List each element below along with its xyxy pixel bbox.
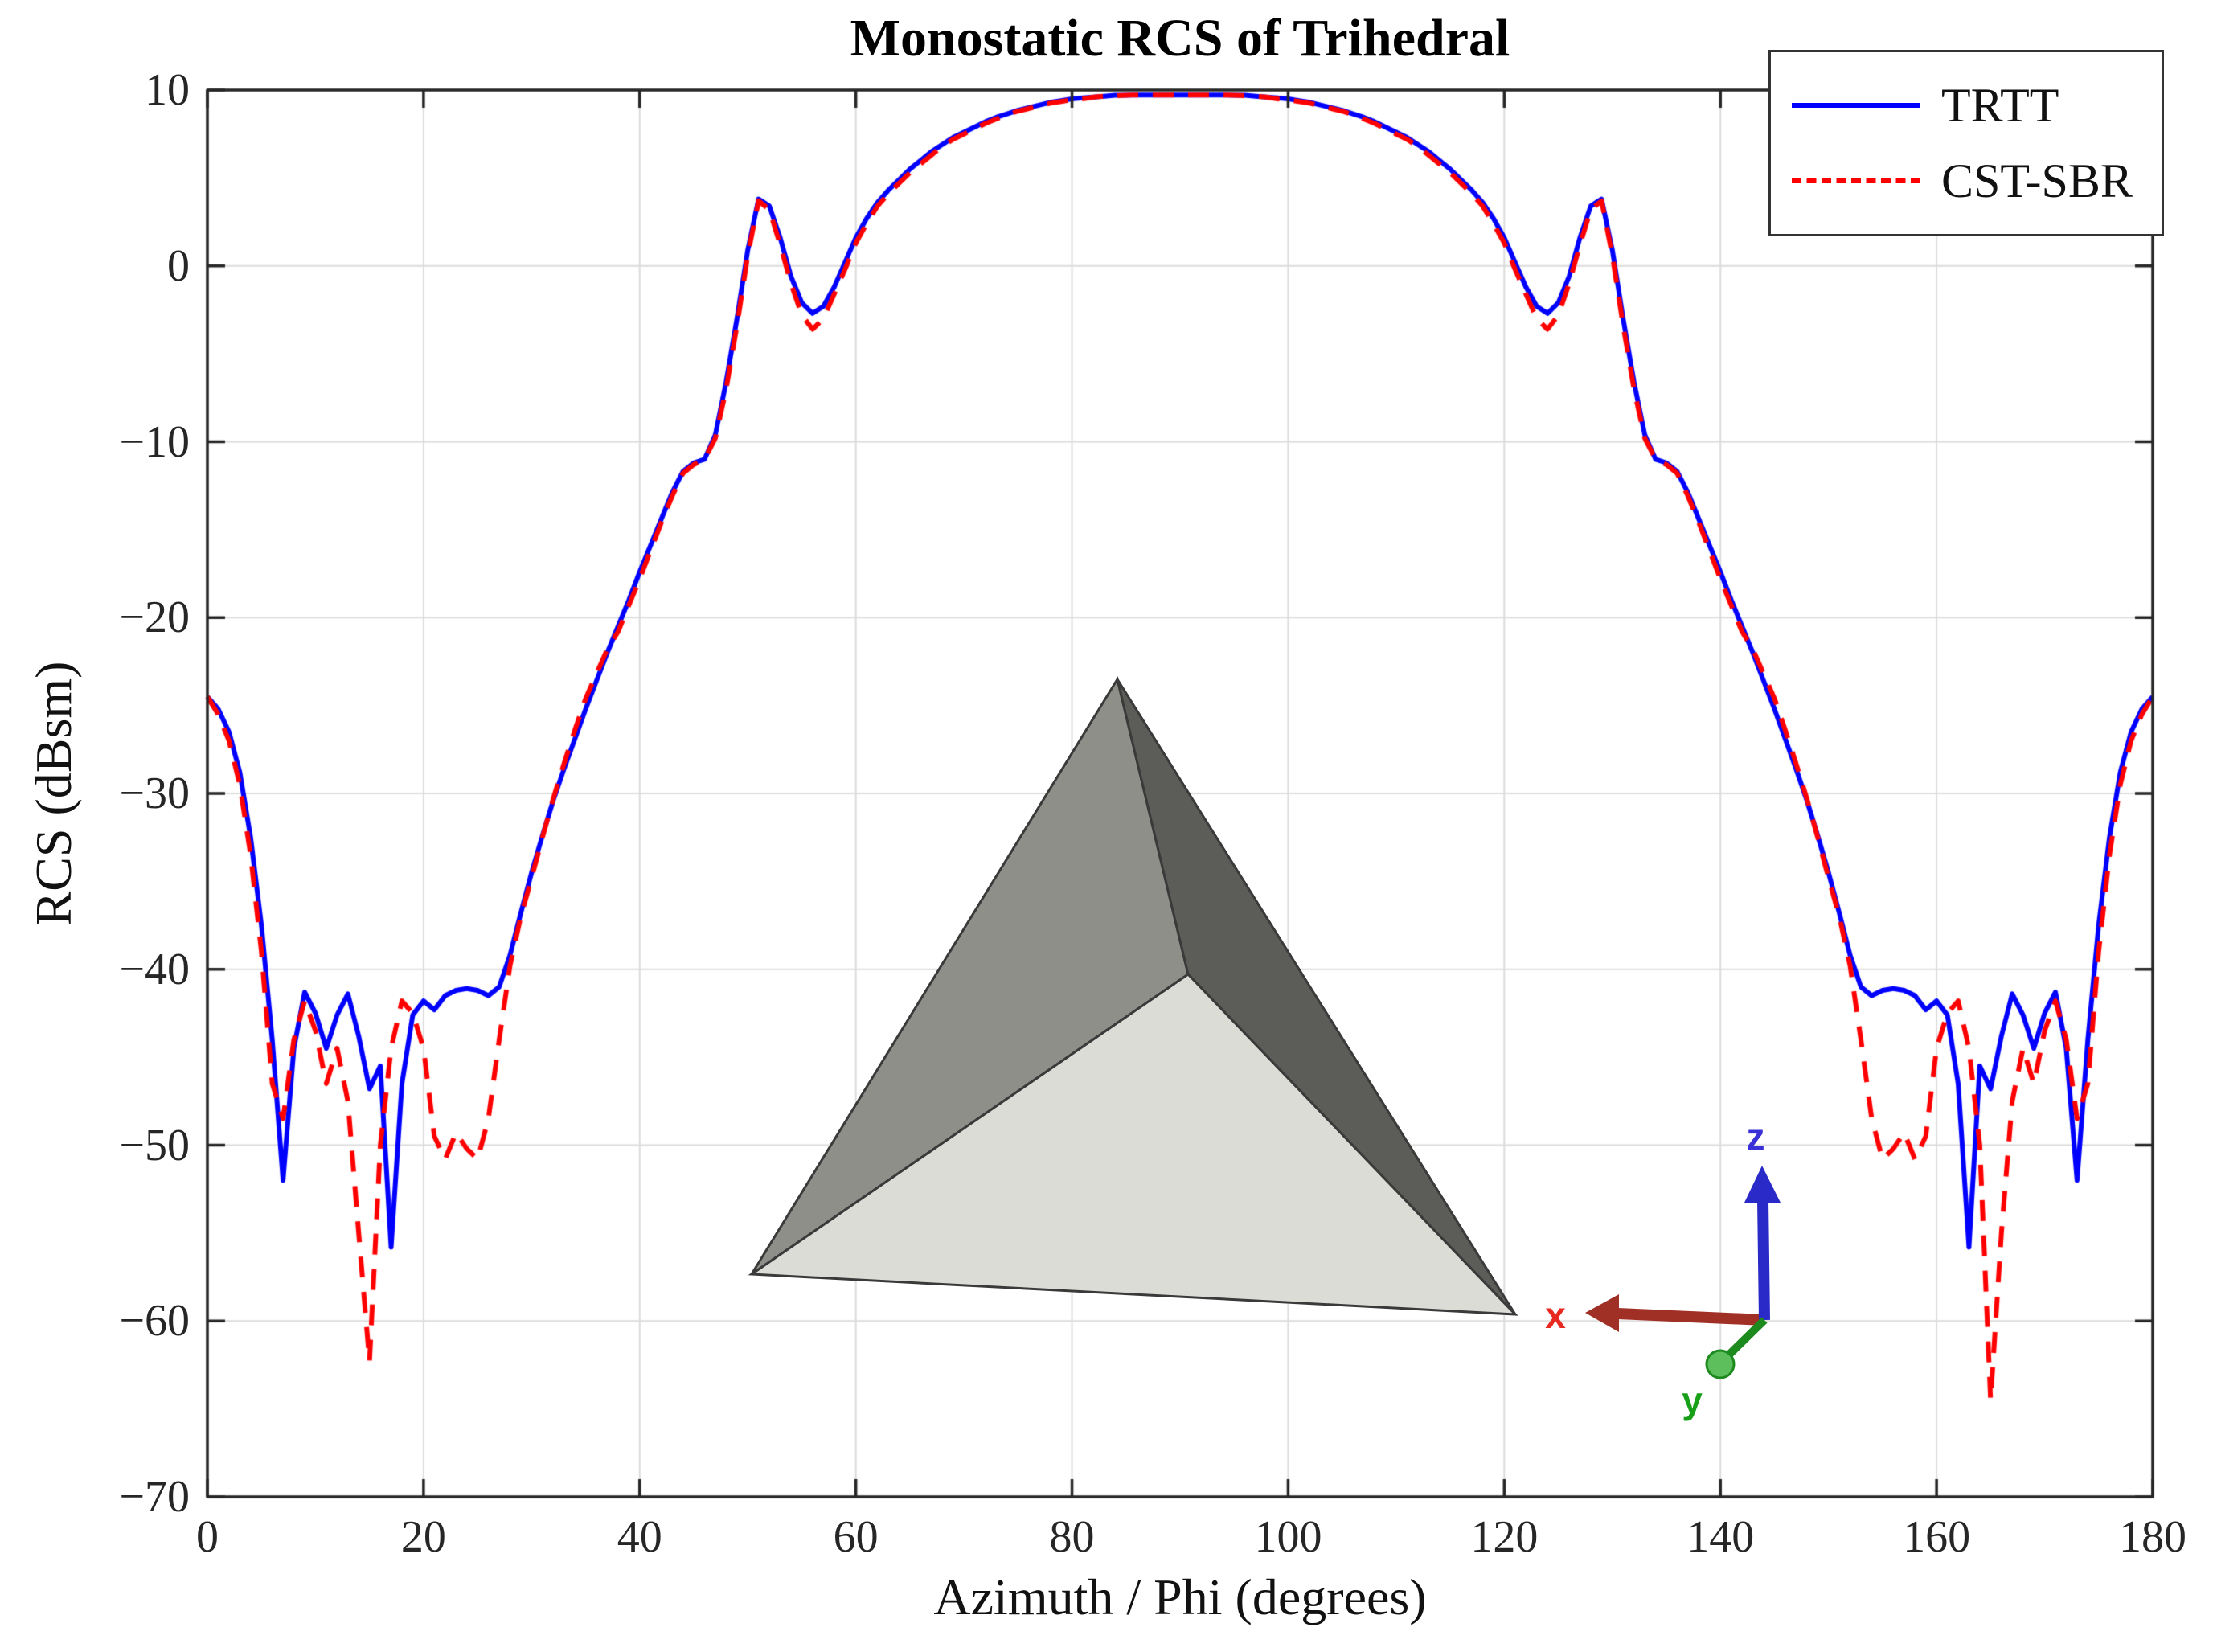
coordinate-triad: x z y [1545,1116,1781,1421]
legend-label-cst-sbr: CST-SBR [1941,154,2133,207]
trtt-line-sample-icon [1792,103,1920,108]
x-axis-triad-label: x [1545,1294,1566,1336]
legend-entry-trtt: TRTT [1792,73,2162,137]
legend-entry-cst-sbr: CST-SBR [1792,149,2162,213]
chart-title: Monostatic RCS of Trihedral [850,9,1510,68]
cst-sbr-line-sample-icon [1792,178,1920,183]
y-axis-label: RCS (dBsm) [25,661,82,926]
x-axis-label: Azimuth / Phi (degrees) [933,1568,1427,1625]
z-axis-arrow [1757,1199,1770,1321]
z-axis-triad-label: z [1747,1116,1765,1158]
y-axis-triad-label: y [1682,1379,1703,1421]
legend: TRTT CST-SBR [1768,50,2164,236]
trihedral-face-bottom [748,973,1518,1316]
y-axis-arrow [1723,1317,1768,1360]
x-axis-arrow [1617,1308,1765,1326]
trihedral-inset: x z y [748,676,1781,1421]
x-axis-arrowhead [1585,1294,1619,1332]
z-axis-arrowhead [1744,1166,1781,1203]
y-axis-ball [1705,1349,1736,1379]
legend-label-trtt: TRTT [1941,78,2059,132]
